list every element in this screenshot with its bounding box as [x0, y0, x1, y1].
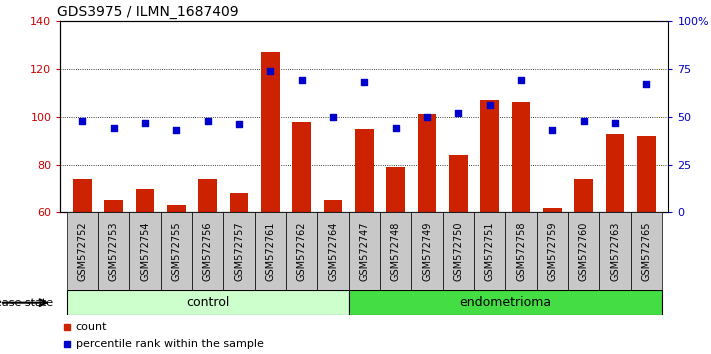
- Bar: [412, 212, 443, 290]
- Text: count: count: [75, 321, 107, 332]
- Text: GSM572761: GSM572761: [265, 222, 275, 281]
- Text: GSM572757: GSM572757: [234, 222, 244, 281]
- Bar: [261, 52, 280, 212]
- Bar: [198, 179, 217, 212]
- Bar: [73, 179, 92, 212]
- Bar: [292, 121, 311, 212]
- Point: [202, 118, 213, 124]
- Point: [422, 114, 433, 120]
- Bar: [474, 212, 506, 290]
- Bar: [167, 205, 186, 212]
- Bar: [98, 212, 129, 290]
- Point: [578, 118, 589, 124]
- Text: GSM572750: GSM572750: [454, 222, 464, 281]
- Text: GSM572763: GSM572763: [610, 222, 620, 281]
- Text: control: control: [186, 296, 230, 309]
- Bar: [223, 212, 255, 290]
- Text: GSM572764: GSM572764: [328, 222, 338, 281]
- Point: [296, 78, 307, 83]
- Text: GSM572751: GSM572751: [485, 222, 495, 281]
- Text: GSM572754: GSM572754: [140, 222, 150, 281]
- Bar: [417, 114, 437, 212]
- Bar: [443, 212, 474, 290]
- Text: GSM572759: GSM572759: [547, 222, 557, 281]
- Point: [609, 120, 621, 125]
- Point: [171, 127, 182, 133]
- Point: [139, 120, 151, 125]
- Point: [390, 125, 402, 131]
- Text: GSM572747: GSM572747: [359, 222, 370, 281]
- Bar: [506, 212, 537, 290]
- Bar: [599, 212, 631, 290]
- Text: GSM572762: GSM572762: [296, 222, 306, 281]
- Bar: [255, 212, 286, 290]
- Point: [359, 80, 370, 85]
- Text: GSM572758: GSM572758: [516, 222, 526, 281]
- Bar: [286, 212, 317, 290]
- Text: GSM572755: GSM572755: [171, 222, 181, 281]
- Point: [515, 78, 527, 83]
- Text: GDS3975 / ILMN_1687409: GDS3975 / ILMN_1687409: [58, 5, 239, 19]
- Bar: [192, 212, 223, 290]
- Bar: [631, 212, 662, 290]
- Point: [233, 122, 245, 127]
- Bar: [230, 193, 248, 212]
- Text: GSM572752: GSM572752: [77, 222, 87, 281]
- Bar: [512, 102, 530, 212]
- Bar: [574, 179, 593, 212]
- Bar: [129, 212, 161, 290]
- Bar: [136, 188, 154, 212]
- Point: [108, 125, 119, 131]
- Text: GSM572753: GSM572753: [109, 222, 119, 281]
- Text: GSM572765: GSM572765: [641, 222, 651, 281]
- Point: [77, 118, 88, 124]
- Bar: [67, 212, 98, 290]
- Point: [547, 127, 558, 133]
- Point: [264, 68, 276, 74]
- Point: [327, 114, 338, 120]
- Bar: [317, 212, 348, 290]
- Bar: [161, 212, 192, 290]
- Text: disease state: disease state: [0, 298, 57, 308]
- Bar: [105, 200, 123, 212]
- Bar: [348, 212, 380, 290]
- Point: [453, 110, 464, 116]
- Bar: [637, 136, 656, 212]
- Bar: [568, 212, 599, 290]
- Point: [641, 81, 652, 87]
- Bar: [481, 100, 499, 212]
- Bar: [67, 290, 348, 315]
- Text: GSM572749: GSM572749: [422, 222, 432, 281]
- Text: endometrioma: endometrioma: [459, 296, 552, 309]
- Bar: [324, 200, 343, 212]
- Bar: [386, 167, 405, 212]
- Bar: [348, 290, 662, 315]
- Bar: [606, 133, 624, 212]
- Text: percentile rank within the sample: percentile rank within the sample: [75, 339, 264, 349]
- Text: GSM572756: GSM572756: [203, 222, 213, 281]
- Bar: [537, 212, 568, 290]
- Bar: [449, 155, 468, 212]
- Text: GSM572760: GSM572760: [579, 222, 589, 281]
- Text: GSM572748: GSM572748: [391, 222, 401, 281]
- Bar: [355, 129, 374, 212]
- Point: [484, 103, 496, 108]
- Bar: [543, 207, 562, 212]
- Bar: [380, 212, 412, 290]
